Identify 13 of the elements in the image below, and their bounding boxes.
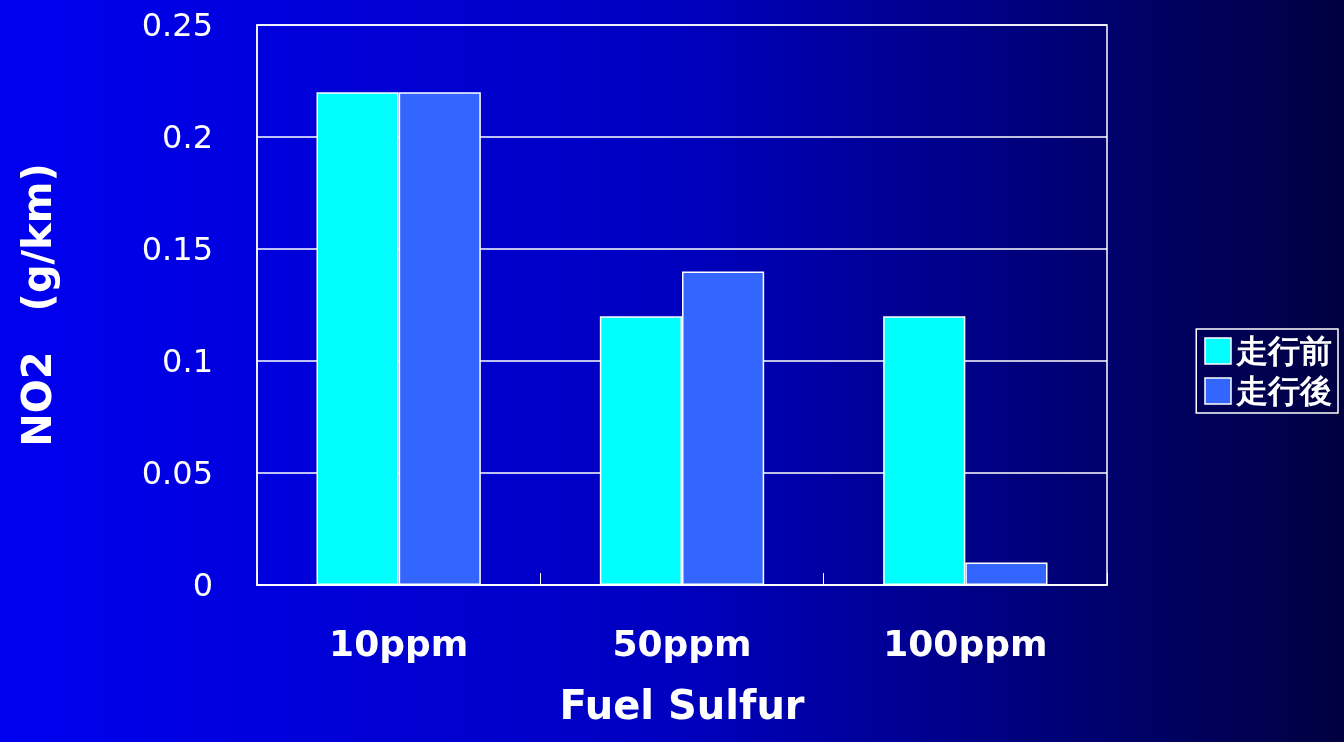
x-axis-title: Fuel Sulfur [559,682,805,728]
y-tick-label: 0.1 [162,342,213,380]
y-tick-label: 0.2 [162,118,213,156]
x-tick-label: 100ppm [883,622,1048,664]
y-axis-title: NO2 (g/km) [14,163,60,447]
legend-label: 走行前 [1235,332,1332,370]
legend-label: 走行後 [1235,372,1332,410]
y-tick-label: 0.15 [141,230,213,268]
x-tick-label: 50ppm [612,622,752,664]
x-tick-label: 10ppm [329,622,469,664]
y-tick-label: 0.05 [141,454,213,492]
y-tick-label: 0 [192,566,213,604]
y-tick-label: 0.25 [141,6,213,44]
